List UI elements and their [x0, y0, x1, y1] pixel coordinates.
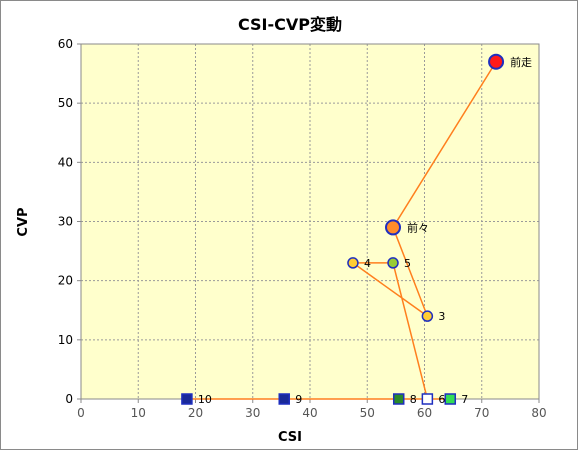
x-tick-label: 60	[417, 406, 432, 420]
x-axis-ticks: 0 10 20 30 40 50 60 70 80	[77, 399, 547, 420]
point-label-10: 10	[198, 393, 212, 406]
x-tick-label: 20	[188, 406, 203, 420]
y-tick-label: 0	[65, 392, 73, 406]
y-tick-label: 50	[58, 96, 73, 110]
point-label-9: 9	[295, 393, 302, 406]
x-tick-label: 50	[360, 406, 375, 420]
y-tick-label: 60	[58, 37, 73, 51]
y-axis-ticks: 0 10 20 30 40 50 60	[58, 37, 81, 406]
point-label-8: 8	[410, 393, 417, 406]
point-marker-4	[347, 257, 359, 269]
point-marker-7	[444, 393, 457, 405]
y-tick-label: 10	[58, 333, 73, 347]
point-label-6: 6	[438, 393, 445, 406]
point-marker-9	[278, 393, 290, 405]
point-label-5: 5	[404, 257, 411, 270]
series-polyline	[186, 61, 497, 400]
x-tick-label: 0	[77, 406, 85, 420]
y-tick-label: 30	[58, 215, 73, 229]
x-tick-label: 10	[131, 406, 146, 420]
point-marker-10	[181, 393, 193, 405]
x-axis-title: CSI	[278, 430, 302, 445]
point-label-7: 7	[461, 393, 468, 406]
point-label-3: 3	[438, 310, 445, 323]
gridlines	[81, 44, 539, 399]
point-marker-前々	[385, 219, 402, 236]
x-tick-label: 70	[474, 406, 489, 420]
data-points	[181, 53, 505, 405]
point-label-前々: 前々	[407, 220, 429, 234]
y-axis-title: CVP	[16, 207, 31, 236]
point-label-4: 4	[364, 257, 371, 270]
point-marker-6	[421, 393, 434, 405]
y-tick-label: 40	[58, 155, 73, 169]
chart-title: CSI-CVP変動	[238, 15, 342, 34]
point-marker-前走	[488, 53, 505, 70]
y-tick-label: 20	[58, 274, 73, 288]
series-line	[186, 61, 497, 400]
x-tick-label: 40	[302, 406, 317, 420]
point-marker-3	[421, 310, 434, 322]
point-label-前走: 前走	[510, 55, 532, 69]
x-tick-label: 80	[531, 406, 546, 420]
point-marker-5	[387, 257, 399, 269]
x-tick-label: 30	[245, 406, 260, 420]
point-marker-8	[392, 393, 405, 405]
